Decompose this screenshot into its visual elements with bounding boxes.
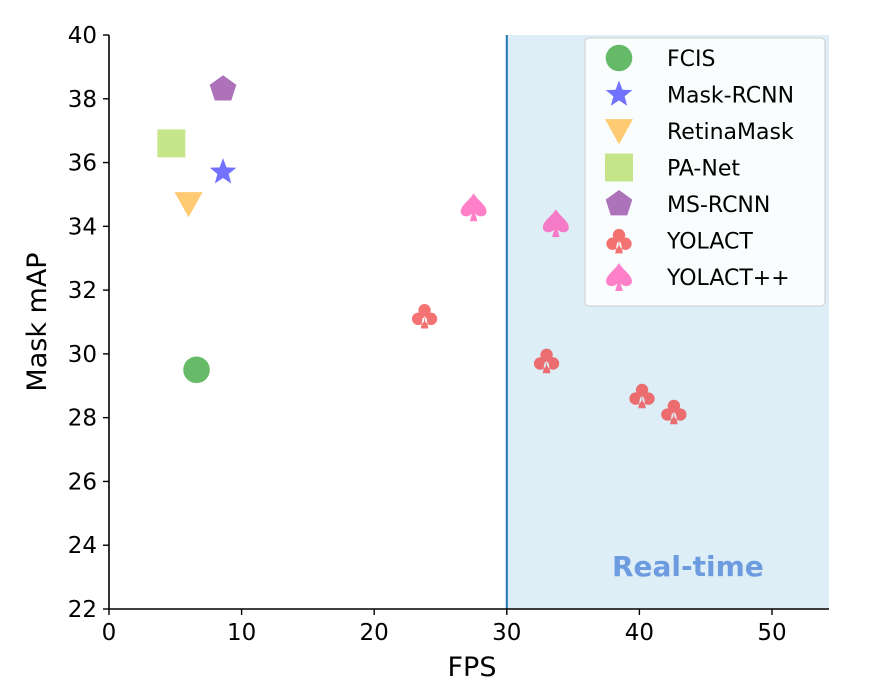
y-tick-label: 30 bbox=[68, 342, 97, 368]
x-tick-label: 0 bbox=[102, 620, 117, 646]
x-tick-label: 10 bbox=[227, 620, 256, 646]
legend-label: MS-RCNN bbox=[667, 193, 770, 218]
y-tick-label: 32 bbox=[68, 278, 97, 304]
x-tick-label: 50 bbox=[757, 620, 786, 646]
point-yolact-3 bbox=[661, 399, 687, 425]
legend-marker-yolact- bbox=[606, 263, 632, 291]
y-axis-ticks: 22 24 26 28 30 32 34 36 38 40 bbox=[68, 23, 109, 623]
legend-label: YOLACT bbox=[666, 230, 753, 255]
y-tick-label: 26 bbox=[68, 469, 97, 495]
legend: FCIS Mask-RCNN RetinaMask PA-Net MS-RCNN YOLA… bbox=[584, 37, 826, 307]
y-tick-label: 38 bbox=[68, 87, 97, 113]
x-tick-label: 40 bbox=[625, 620, 654, 646]
point-ms-rcnn-0 bbox=[209, 75, 237, 101]
point-yolact-1 bbox=[533, 348, 560, 374]
legend-label: Mask-RCNN bbox=[667, 84, 794, 109]
point-yolact-2 bbox=[629, 383, 655, 409]
x-tick-label: 30 bbox=[492, 620, 521, 646]
legend-marker-ms-rcnn bbox=[605, 190, 633, 216]
y-tick-label: 34 bbox=[68, 214, 97, 240]
legend-label: YOLACT++ bbox=[666, 266, 790, 291]
x-axis-title: FPS bbox=[448, 652, 497, 683]
realtime-region-label: Real-time bbox=[612, 550, 764, 583]
x-axis-ticks: 0 10 20 30 40 50 bbox=[102, 609, 787, 646]
legend-marker-retinamask bbox=[605, 119, 633, 145]
legend-marker-pa-net bbox=[605, 153, 633, 182]
point-pa-net-0 bbox=[157, 129, 186, 158]
legend-marker-yolact bbox=[606, 228, 632, 254]
point-yolact-0 bbox=[411, 304, 438, 329]
legend-marker-mask-rcnn bbox=[605, 80, 633, 106]
data-points bbox=[157, 75, 687, 425]
y-tick-label: 40 bbox=[68, 23, 97, 49]
y-tick-label: 28 bbox=[68, 406, 97, 432]
point-retinamask-0 bbox=[174, 192, 203, 218]
y-tick-label: 24 bbox=[68, 533, 97, 559]
y-tick-label: 36 bbox=[68, 151, 97, 177]
point-yolact--0 bbox=[460, 193, 487, 222]
legend-label: FCIS bbox=[667, 47, 715, 72]
legend-label: PA-Net bbox=[667, 157, 740, 182]
y-tick-label: 22 bbox=[68, 597, 97, 623]
point-mask-rcnn-0 bbox=[209, 158, 237, 184]
point-fcis-0 bbox=[183, 356, 210, 384]
legend-label: RetinaMask bbox=[667, 120, 794, 145]
y-axis-title: Mask mAP bbox=[22, 252, 53, 391]
legend-box bbox=[584, 37, 826, 307]
x-tick-label: 20 bbox=[360, 620, 389, 646]
point-yolact--1 bbox=[542, 209, 569, 238]
legend-marker-fcis bbox=[605, 44, 633, 72]
